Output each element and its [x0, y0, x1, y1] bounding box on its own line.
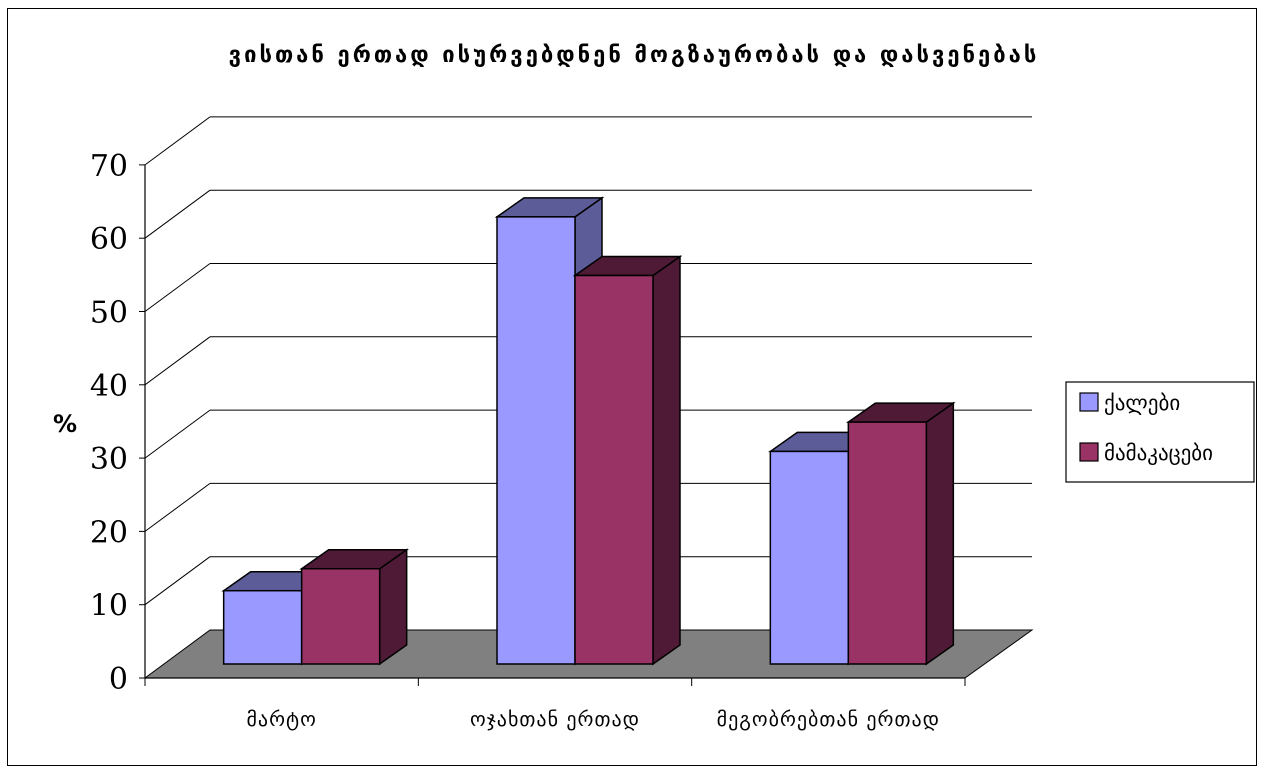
x-tick-label: მარტო — [246, 707, 316, 731]
side-gridline — [144, 189, 211, 239]
legend-label: მამაკაცები — [1104, 441, 1213, 465]
y-tick-label: 70 — [90, 149, 128, 184]
y-tick-label: 30 — [90, 442, 128, 477]
legend-swatch — [1079, 442, 1099, 462]
bar-front — [847, 421, 928, 665]
legend: ქალები მამაკაცები — [1065, 381, 1255, 483]
y-tick-label: 20 — [90, 515, 128, 550]
bars — [221, 196, 956, 666]
bar-front — [222, 589, 303, 665]
legend-label: ქალები — [1104, 391, 1180, 415]
y-tick-label: 60 — [90, 222, 128, 257]
bar — [845, 401, 956, 666]
axes — [139, 164, 966, 686]
y-tick-label: 50 — [90, 296, 128, 331]
bar — [572, 255, 683, 666]
bar-front — [496, 216, 576, 665]
side-gridline — [144, 336, 211, 386]
bar-side — [652, 255, 681, 666]
chart-title: ვისთან ერთად ისურვებდნენ მოგზაურობას და … — [229, 43, 1040, 68]
y-tick-label: 0 — [109, 662, 128, 697]
legend-swatch — [1079, 392, 1099, 412]
y-axis-label: % — [53, 410, 77, 438]
side-gridline — [144, 263, 211, 312]
x-tick-label: ოჯახთან ერთად — [470, 707, 640, 731]
side-gridline — [144, 409, 211, 459]
y-tick-label: 40 — [90, 369, 128, 404]
side-gridline — [144, 482, 211, 532]
x-tick-labels: მარტო ოჯახთან ერთად მეგობრებთან ერთად — [246, 707, 940, 731]
x-tick-label: მეგობრებთან ერთად — [717, 707, 940, 731]
side-gridline — [144, 556, 211, 606]
bar-front — [300, 567, 381, 665]
bar — [299, 548, 410, 666]
bar-side — [925, 401, 955, 666]
y-tick-label: 10 — [90, 589, 128, 624]
bar-side — [378, 548, 408, 666]
side-gridline — [144, 116, 211, 166]
bar-front — [769, 450, 850, 665]
y-tick-labels: 0 10 20 30 40 50 60 70 — [90, 149, 128, 697]
bar-front — [574, 274, 654, 665]
